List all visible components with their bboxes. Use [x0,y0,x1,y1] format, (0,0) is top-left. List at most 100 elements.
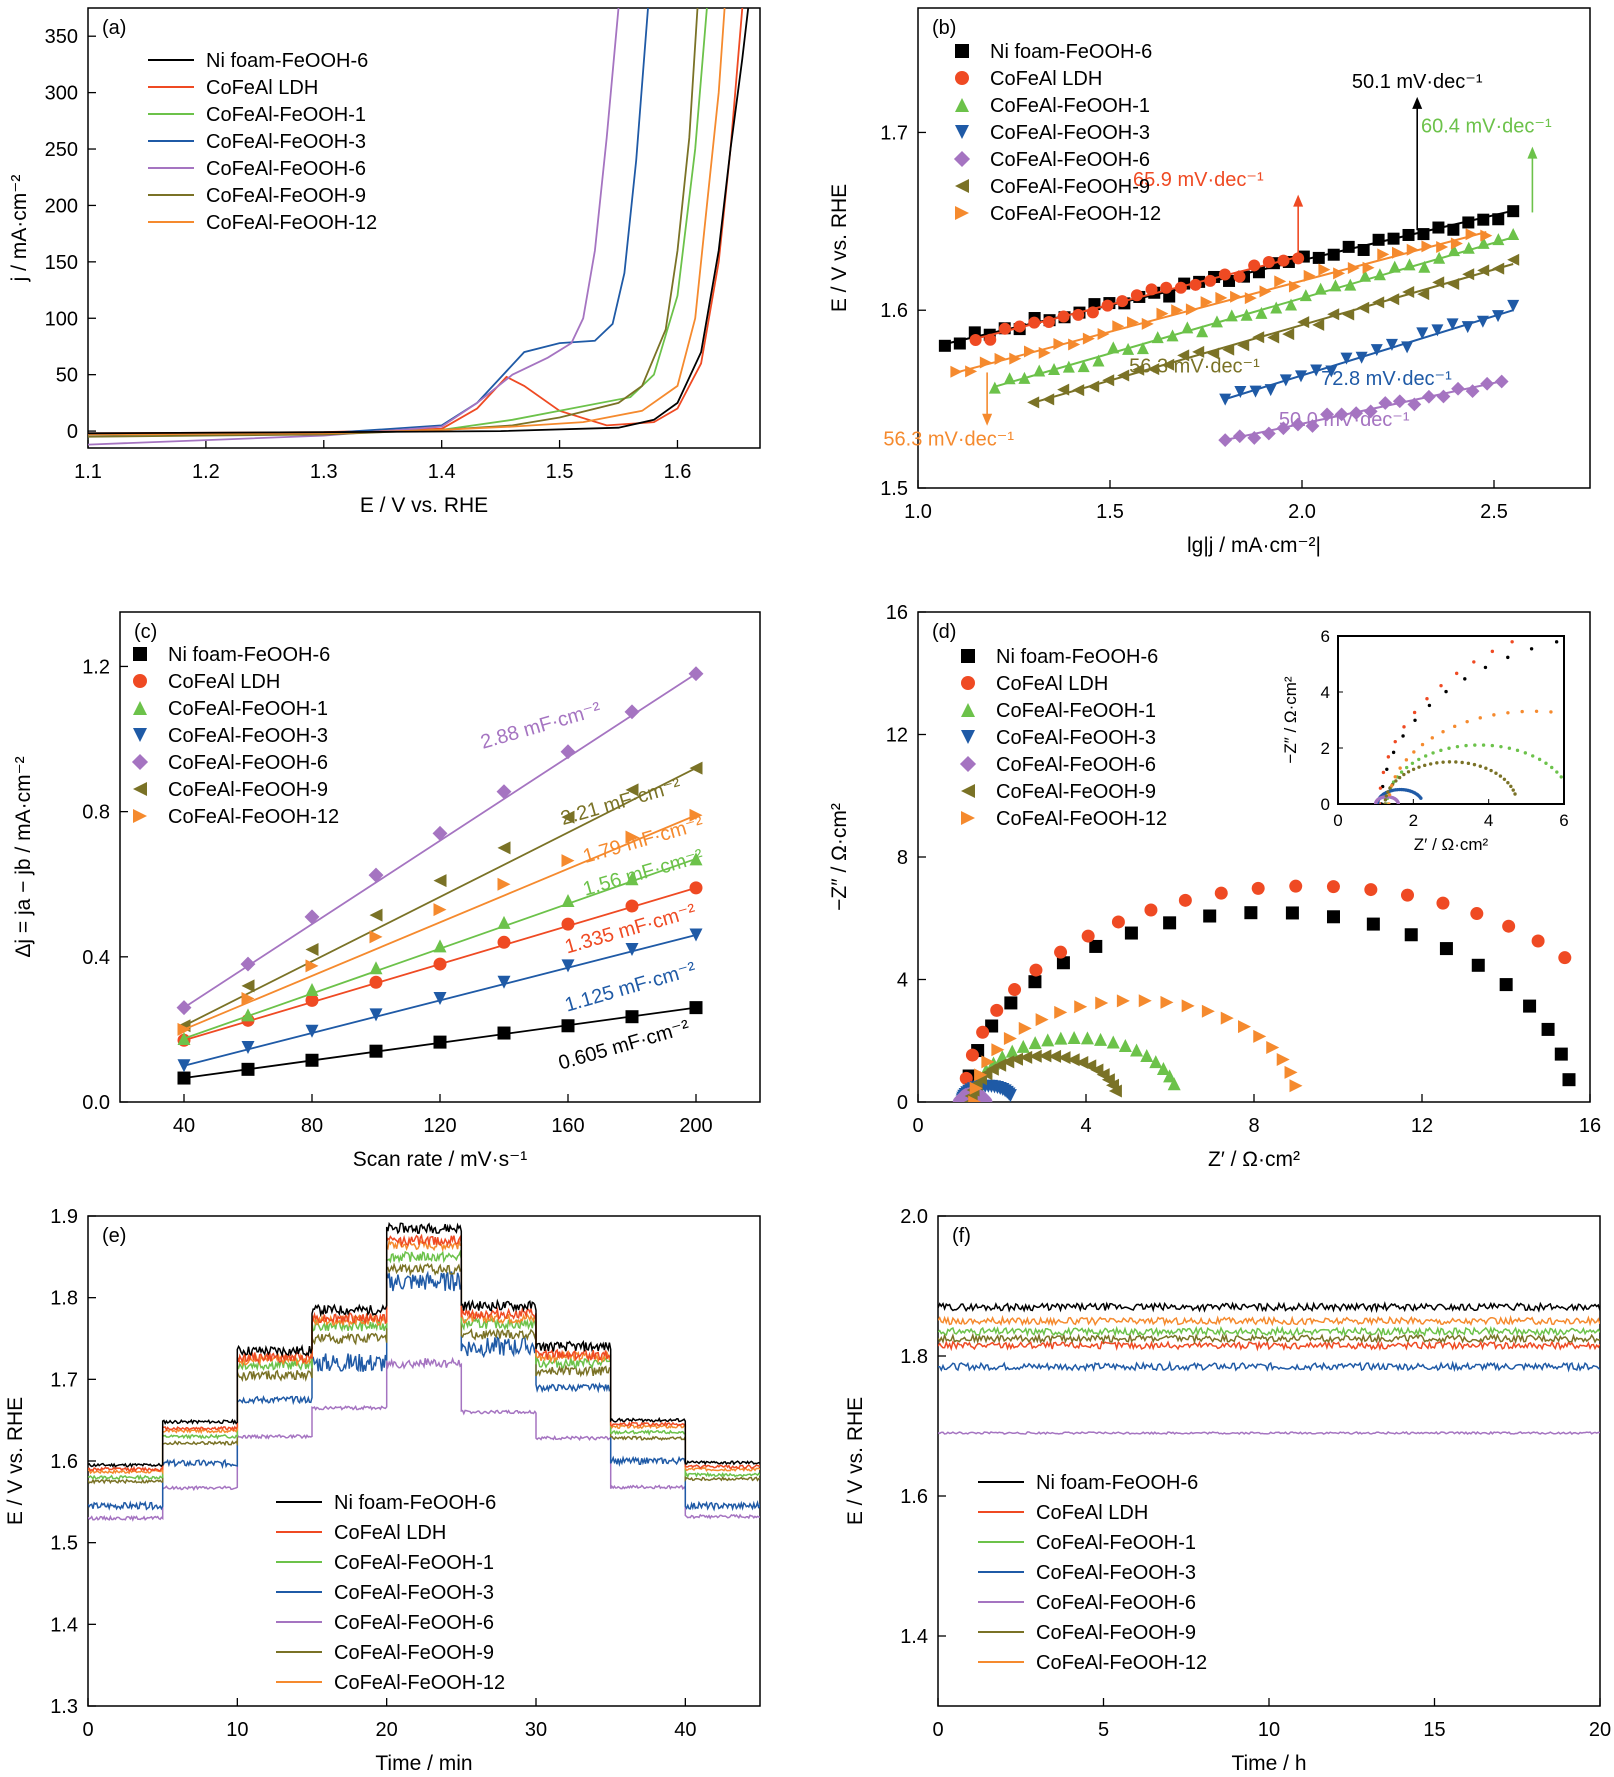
legend-entry: CoFeAl LDH [1036,1502,1148,1524]
legend-entry: Ni foam-FeOOH-6 [996,646,1158,668]
data-point [1092,354,1105,367]
data-point [1117,369,1130,382]
inset-point [1401,734,1405,738]
series-line [88,1249,760,1481]
y-tick-label: 1.5 [50,1533,78,1555]
y-tick-label: 4 [897,970,908,992]
inset-point [1492,713,1496,717]
data-point [1094,1032,1108,1046]
x-tick-label: 2.0 [1288,501,1316,523]
inset-point [1531,632,1534,635]
data-point [241,979,255,993]
slope-label: 56.3 mV·dec⁻¹ [883,428,1014,450]
data-point [1111,915,1125,929]
data-point [176,1000,192,1016]
data-point [1214,886,1228,900]
data-point [1264,384,1277,397]
inset-point [1430,736,1434,740]
data-point [1447,223,1460,236]
data-point [305,982,319,996]
y-tick-label: 150 [45,252,78,274]
legend-marker [961,676,975,690]
y-tick-label: 1.4 [900,1626,928,1648]
data-point [1471,958,1485,972]
inset-point [1425,697,1429,701]
inset-y-label: −Z″ / Ω·cm² [1281,676,1300,764]
panel-label: (e) [102,1225,126,1247]
data-point [1274,275,1287,288]
panel-label: (c) [134,621,157,643]
y-tick-label: 0.0 [82,1092,110,1114]
data-point [1253,1029,1267,1043]
legend-entry: CoFeAl-FeOOH-6 [996,754,1156,776]
series-line [938,1301,1600,1314]
inset-point [1481,743,1486,747]
data-point [1003,1031,1017,1045]
data-point [1141,317,1154,330]
data-point [240,956,256,972]
y-tick-label: 1.2 [82,656,110,678]
inset-point [1428,762,1433,766]
inset-point [1381,770,1386,775]
capacitance-label: 2.21 mF·cm⁻² [558,774,683,829]
data-point [1417,288,1430,301]
data-point [1028,1036,1042,1050]
data-point [1326,910,1340,924]
x-tick-label: 1.6 [664,461,692,483]
legend-entry: CoFeAl-FeOOH-9 [990,176,1150,198]
data-point [1523,999,1537,1013]
legend-entry: CoFeAl-FeOOH-9 [1036,1622,1196,1644]
fit-line [183,814,697,1031]
data-point [1219,393,1232,406]
data-point [1018,1021,1032,1035]
data-point [369,1044,383,1058]
data-point [624,704,640,720]
inset-point [1511,788,1515,792]
series-line [938,1325,1600,1338]
x-tick-label: 2.5 [1480,501,1508,523]
data-point [433,874,447,888]
inset-y-tick-label: 0 [1321,795,1330,814]
data-point [1149,1055,1163,1069]
data-point [625,899,639,913]
data-point [1067,1030,1081,1044]
data-point [369,908,383,922]
y-axis-label: Δj = ja − jb / mA·cm⁻² [12,756,35,957]
data-point [1436,896,1450,910]
slope-label: 65.9 mV·dec⁻¹ [1133,169,1264,191]
inset-point [1529,647,1534,651]
inset-point [1435,761,1439,765]
data-point [1327,308,1340,321]
slope-label: 56.3 mV·dec⁻¹ [1129,355,1260,377]
legend: Ni foam-FeOOH-6 CoFeAl LDH CoFeAl-FeOOH-1 C… [148,50,377,234]
y-axis-label: E / V vs. RHE [844,1397,867,1525]
inset-y-tick-label: 4 [1321,683,1330,702]
inset-point [1507,746,1512,750]
panel-b-series [938,205,1520,448]
data-point [1095,996,1109,1010]
series-line [938,1430,1600,1436]
data-point [968,1095,982,1102]
inset-point [1419,796,1423,800]
series-line [938,1360,1600,1373]
data-point [305,959,319,973]
data-point [305,993,319,1007]
inset-point [1423,763,1427,768]
legend-entry: CoFeAl LDH [168,671,280,693]
x-tick-label: 30 [525,1719,547,1741]
inset-point [1460,760,1464,765]
x-tick-label: 200 [679,1115,712,1137]
x-tick-label: 15 [1423,1719,1445,1741]
x-tick-label: 0 [912,1115,923,1137]
data-point [1053,338,1066,351]
inset-point [1489,768,1493,773]
data-point [1107,341,1120,354]
y-tick-label: 1.7 [880,122,908,144]
data-point [1312,251,1325,264]
legend-entry: CoFeAl-FeOOH-12 [996,808,1167,830]
arrow-head [982,413,993,426]
inset-y-tick-label: 6 [1321,627,1330,646]
data-point [1008,983,1022,997]
legend-entry: CoFeAl-FeOOH-12 [1036,1652,1207,1674]
data-point [1366,917,1380,931]
